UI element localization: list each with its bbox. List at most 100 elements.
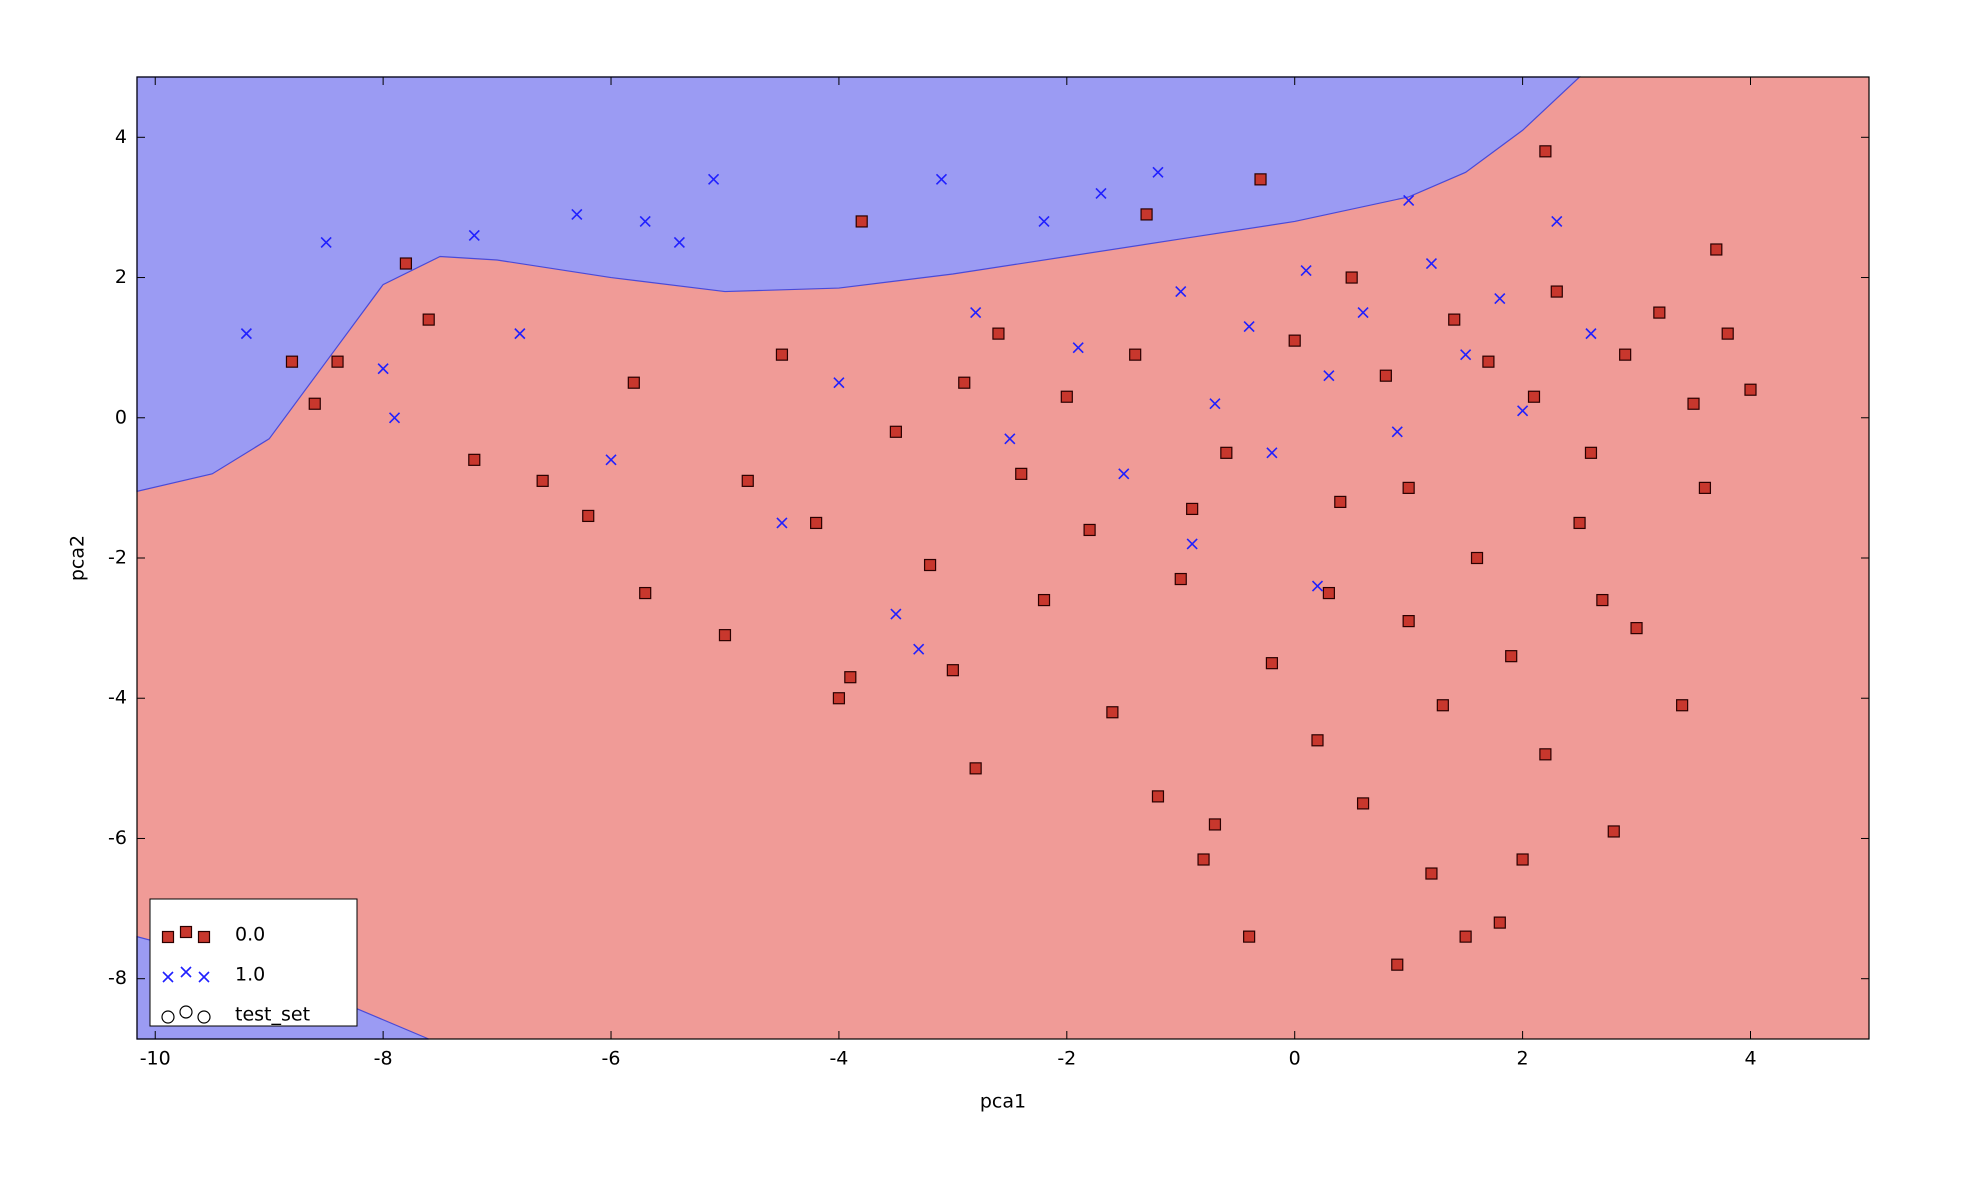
point-x (388, 412, 401, 424)
point-x (1004, 433, 1016, 445)
x-tick-label: 2 (1517, 1048, 1529, 1070)
point-x (1266, 447, 1278, 459)
point-square (1470, 551, 1484, 565)
x-tick-label: -2 (1057, 1048, 1076, 1070)
x-axis-label: pca1 (980, 1091, 1026, 1113)
legend-marker (179, 925, 193, 939)
point-square (958, 376, 971, 389)
x-tick-label: -8 (374, 1048, 393, 1070)
point-square (1619, 348, 1632, 361)
point-square (308, 397, 321, 410)
point-square (536, 474, 549, 487)
point-square (1459, 930, 1472, 943)
point-x (1460, 349, 1472, 361)
legend: 0.0 1.0 test_set (149, 898, 358, 1027)
legend-marker (161, 1010, 175, 1024)
point-square (582, 509, 595, 523)
point-x (890, 608, 902, 620)
y-tick-label: -2 (108, 547, 127, 569)
point-x (1517, 405, 1529, 417)
point-square (1243, 930, 1256, 943)
point-x (1391, 426, 1403, 438)
legend-box (149, 898, 358, 1027)
point-square (1516, 853, 1529, 866)
x-tick-label: 0 (1289, 1048, 1301, 1070)
legend-marker (197, 930, 211, 944)
point-x (935, 173, 948, 185)
point-x (776, 517, 788, 529)
point-square (718, 629, 732, 642)
legend-marker (179, 1005, 193, 1019)
point-x (1175, 285, 1187, 298)
point-x (1095, 187, 1107, 199)
legend-marker (180, 966, 192, 978)
point-x (1243, 321, 1255, 333)
point-square (810, 516, 823, 530)
point-square (741, 474, 754, 487)
point-square (639, 586, 652, 600)
point-square (422, 313, 435, 326)
point-square (889, 425, 902, 438)
decision-region (136, 76, 1582, 493)
point-square (1334, 495, 1347, 509)
y-axis-label: pca2 (67, 535, 89, 581)
point-square (1106, 706, 1119, 719)
point-square (1676, 699, 1689, 712)
point-square (1539, 145, 1552, 158)
point-square (1436, 699, 1449, 712)
point-x (1425, 257, 1438, 270)
point-x (1152, 166, 1164, 178)
point-square (1197, 853, 1210, 866)
x-tick-label: -10 (140, 1048, 171, 1070)
point-square (1653, 306, 1666, 319)
point-square (1482, 355, 1495, 368)
point-x (1357, 307, 1369, 319)
point-x (1300, 264, 1312, 277)
plot-frame (136, 76, 1870, 1040)
point-x (1551, 215, 1563, 228)
point-square (1140, 208, 1153, 221)
point-square (1505, 650, 1518, 663)
point-square (1265, 657, 1279, 670)
point-square (1425, 867, 1438, 880)
point-square (1345, 271, 1358, 284)
y-tick-label: -8 (108, 967, 127, 989)
point-x (1323, 370, 1335, 382)
point-square (1687, 397, 1700, 410)
point-x (1494, 293, 1506, 305)
y-tick-label: 2 (115, 266, 127, 288)
point-square (1288, 334, 1301, 347)
legend-marker (162, 971, 174, 983)
point-x (833, 377, 845, 389)
point-x (320, 236, 332, 249)
point-x (639, 215, 651, 228)
point-x (1038, 215, 1050, 228)
point-square (1186, 502, 1199, 516)
point-x (913, 643, 925, 655)
y-tick-label: -6 (108, 827, 127, 849)
y-tick-label: -4 (108, 687, 127, 709)
point-square (1584, 446, 1598, 459)
point-x (673, 236, 685, 249)
point-x (1311, 580, 1324, 592)
y-tick-label: 0 (115, 406, 127, 428)
x-tick-label: -4 (829, 1048, 848, 1070)
point-square (1208, 818, 1222, 831)
point-square (1550, 285, 1563, 298)
point-square (1220, 446, 1233, 459)
point-square (1493, 916, 1506, 929)
x-tick-label: -6 (602, 1048, 621, 1070)
point-square (844, 671, 857, 684)
point-square (627, 376, 640, 389)
legend-marker (198, 971, 210, 983)
point-x (377, 363, 389, 375)
point-square (1129, 348, 1142, 361)
points (240, 145, 1757, 971)
point-square (855, 215, 868, 228)
point-square (1607, 825, 1620, 838)
point-x (1209, 398, 1221, 410)
point-square (285, 355, 299, 368)
point-square (1037, 593, 1051, 607)
point-x (1118, 468, 1130, 480)
